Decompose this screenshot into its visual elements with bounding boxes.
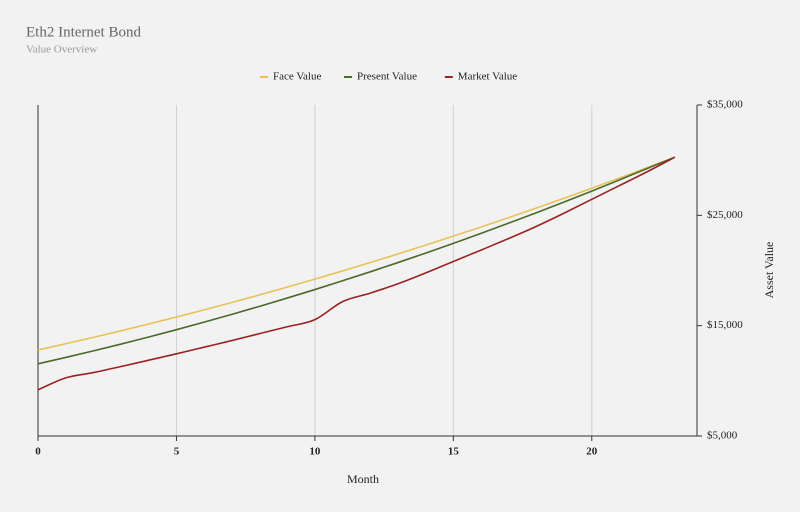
series-line bbox=[37, 156, 676, 351]
x-tick-label: 20 bbox=[586, 446, 598, 458]
y-tick-label: $35,000 bbox=[707, 99, 743, 111]
y-tick-label: $15,000 bbox=[707, 319, 743, 331]
legend-label: Face Value bbox=[273, 71, 321, 83]
x-tick-label: 5 bbox=[174, 446, 180, 458]
series-line bbox=[37, 156, 676, 365]
x-tick-label: 10 bbox=[309, 446, 321, 458]
x-axis-label: Month bbox=[347, 472, 379, 486]
chart-subtitle: Value Overview bbox=[26, 44, 97, 56]
legend-label: Present Value bbox=[357, 71, 417, 83]
x-tick-label: 0 bbox=[35, 446, 41, 458]
legend-label: Market Value bbox=[458, 71, 517, 83]
series-line bbox=[37, 156, 676, 391]
y-axis-label: Asset Value bbox=[762, 242, 776, 299]
y-tick-label: $25,000 bbox=[707, 209, 743, 221]
chart-title: Eth2 Internet Bond bbox=[26, 24, 141, 40]
y-tick-label: $5,000 bbox=[707, 430, 738, 442]
x-tick-label: 15 bbox=[448, 446, 460, 458]
